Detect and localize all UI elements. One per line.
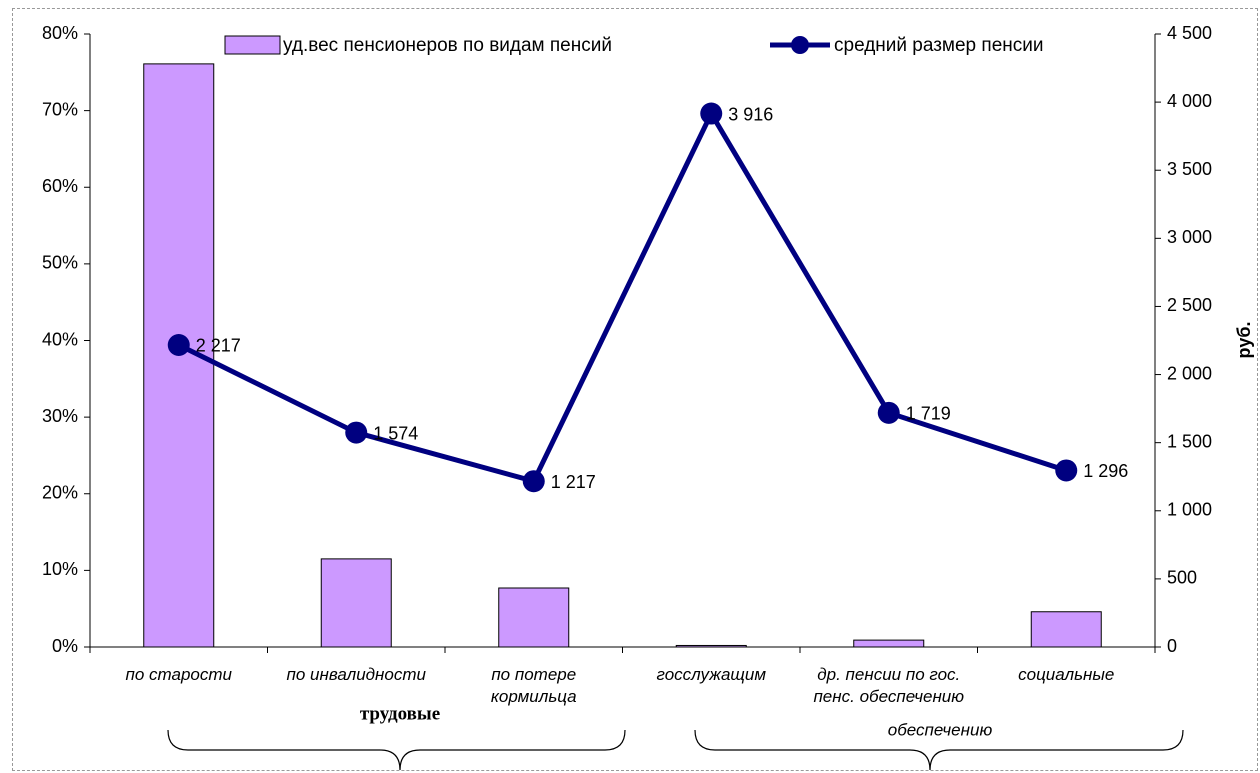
bar <box>320 558 392 648</box>
marker <box>1055 459 1078 482</box>
y-tick-label: 80% <box>42 23 78 43</box>
y2-tick-label: 3 500 <box>1167 159 1212 179</box>
group-label: трудовые <box>360 703 440 724</box>
x-tick-label: по потере кормильца <box>490 665 577 706</box>
x-tick-label: по старости <box>125 665 232 684</box>
marker <box>700 102 723 125</box>
line <box>177 108 1068 485</box>
bar <box>498 587 570 648</box>
data-label: 1 719 <box>906 404 951 424</box>
marker <box>167 333 190 356</box>
y-tick-label: 40% <box>42 329 78 349</box>
legend-label: уд.вес пенсионеров по видам пенсий <box>283 35 612 56</box>
x-tick-label: социальные <box>1018 665 1115 684</box>
legend-swatch <box>224 35 281 55</box>
data-label: 1 217 <box>551 472 596 492</box>
group-label: обеспечению <box>888 720 993 739</box>
y2-axis-label: руб. <box>1234 322 1254 359</box>
y2-tick-label: 1 500 <box>1167 431 1212 451</box>
bar <box>675 644 747 648</box>
y-tick-label: 20% <box>42 483 78 503</box>
marker <box>877 401 900 424</box>
y2-tick-label: 4 500 <box>1167 23 1212 43</box>
bar <box>1030 611 1102 648</box>
y2-tick-label: 3 000 <box>1167 227 1212 247</box>
y-tick-label: 60% <box>42 176 78 196</box>
y-tick-label: 50% <box>42 253 78 273</box>
y2-tick-label: 2 000 <box>1167 363 1212 383</box>
y2-tick-label: 500 <box>1167 568 1197 588</box>
marker <box>345 421 368 444</box>
frame <box>12 8 1258 771</box>
brace <box>167 729 626 771</box>
x-tick-label: по инвалидности <box>286 665 426 684</box>
y2-tick-label: 0 <box>1167 636 1177 656</box>
legend-swatch <box>791 36 809 54</box>
bar <box>853 639 925 648</box>
y2-tick-label: 1 000 <box>1167 500 1212 520</box>
x-tick-label: госслужащим <box>656 665 766 684</box>
y-tick-label: 10% <box>42 559 78 579</box>
x-tick-label: др. пенсии по гос. пенс. обеспечению <box>813 665 965 706</box>
data-label: 2 217 <box>196 336 241 356</box>
y-tick-label: 0% <box>52 636 78 656</box>
y2-tick-label: 2 500 <box>1167 295 1212 315</box>
data-label: 3 916 <box>728 104 773 124</box>
y-tick-label: 70% <box>42 99 78 119</box>
brace <box>694 729 1184 771</box>
data-label: 1 296 <box>1083 461 1128 481</box>
legend-label: средний размер пенсии <box>834 35 1043 56</box>
y-tick-label: 30% <box>42 406 78 426</box>
marker <box>522 470 545 493</box>
data-label: 1 574 <box>373 423 418 443</box>
y2-tick-label: 4 000 <box>1167 91 1212 111</box>
